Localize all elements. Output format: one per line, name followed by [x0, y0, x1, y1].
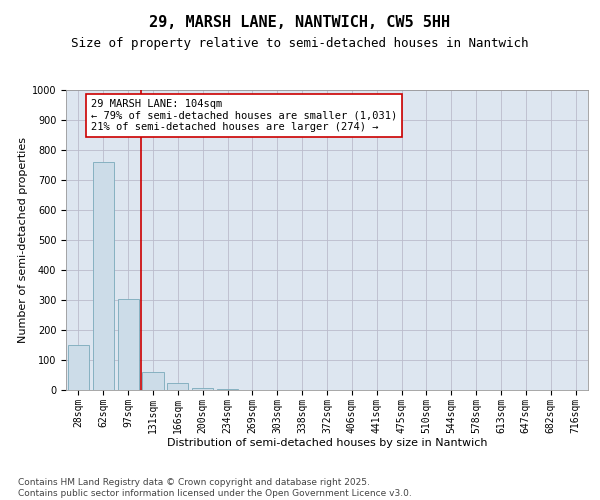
Text: 29 MARSH LANE: 104sqm
← 79% of semi-detached houses are smaller (1,031)
21% of s: 29 MARSH LANE: 104sqm ← 79% of semi-deta… — [91, 99, 397, 132]
Bar — [118, 298, 139, 390]
Bar — [192, 388, 213, 390]
Bar — [167, 382, 188, 390]
X-axis label: Distribution of semi-detached houses by size in Nantwich: Distribution of semi-detached houses by … — [167, 438, 487, 448]
Y-axis label: Number of semi-detached properties: Number of semi-detached properties — [17, 137, 28, 343]
Text: 29, MARSH LANE, NANTWICH, CW5 5HH: 29, MARSH LANE, NANTWICH, CW5 5HH — [149, 15, 451, 30]
Text: Size of property relative to semi-detached houses in Nantwich: Size of property relative to semi-detach… — [71, 38, 529, 51]
Bar — [142, 372, 164, 390]
Bar — [93, 162, 114, 390]
Text: Contains HM Land Registry data © Crown copyright and database right 2025.
Contai: Contains HM Land Registry data © Crown c… — [18, 478, 412, 498]
Bar — [68, 345, 89, 390]
